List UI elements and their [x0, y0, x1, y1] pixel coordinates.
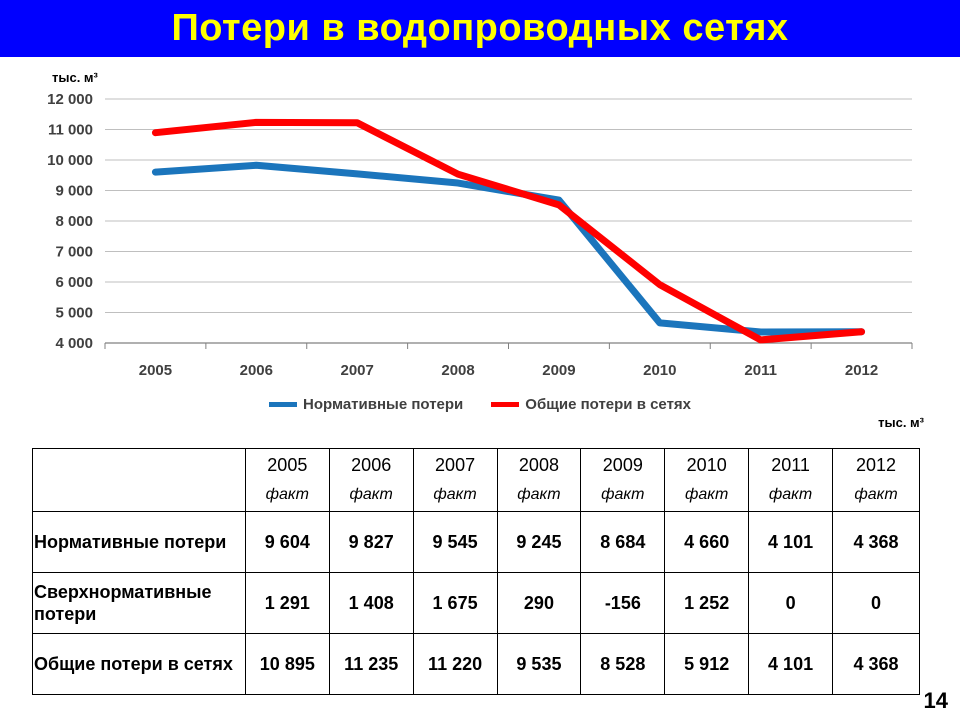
- data-point: [558, 204, 560, 206]
- y-tick-label: 10 000: [47, 152, 93, 169]
- data-point: [255, 121, 257, 123]
- legend-swatch-normative: [268, 402, 297, 407]
- data-point: [558, 199, 560, 201]
- table-cell: 11 235: [328, 633, 414, 695]
- data-point: [760, 339, 762, 341]
- table-cell: 290: [496, 572, 582, 634]
- row-label: Сверхнормативные потери: [32, 572, 246, 634]
- page-title: Потери в водопроводных сетях: [171, 7, 789, 49]
- x-tick-label: 2010: [643, 362, 676, 379]
- data-point: [457, 173, 459, 175]
- y-tick-label: 9 000: [55, 183, 93, 200]
- table-cell: 9 245: [496, 511, 582, 573]
- legend-label-total: Общие потери в сетях: [525, 396, 692, 413]
- legend-swatch-total: [491, 402, 520, 407]
- year-header-cell: 2012 факт: [832, 448, 920, 512]
- table-cell: 11 220: [412, 633, 498, 695]
- year-header-cell: 2008 факт: [496, 448, 582, 512]
- x-tick-label: 2011: [744, 362, 777, 379]
- data-point: [861, 331, 863, 333]
- y-tick-label: 7 000: [55, 244, 93, 261]
- data-point: [659, 284, 661, 286]
- year-header-cell: 2006 факт: [328, 448, 414, 512]
- legend-label-normative: Нормативные потери: [302, 396, 464, 413]
- year-header-cell: 2005 факт: [244, 448, 330, 512]
- table-cell: 1 408: [328, 572, 414, 634]
- chart-unit-label: тыс. м³: [52, 70, 98, 85]
- y-tick-label: 5 000: [55, 305, 93, 322]
- series-line-total: [151, 118, 866, 344]
- page-number: 14: [923, 688, 948, 713]
- table-row-excess: Сверхнормативные потери 1 291 1 408 1 67…: [32, 572, 920, 634]
- table-cell: 5 912: [664, 633, 750, 695]
- table-cell: 1 675: [412, 572, 498, 634]
- table-cell: 8 528: [580, 633, 666, 695]
- title-bar: Потери в водопроводных сетях: [0, 0, 960, 57]
- table-cell: 9 827: [328, 511, 414, 573]
- y-tick-label: 8 000: [55, 213, 93, 230]
- table-row-total: Общие потери в сетях 10 895 11 235 11 22…: [32, 633, 920, 695]
- year-header-cell: 2010 факт: [664, 448, 750, 512]
- table-cell: 8 684: [580, 511, 666, 573]
- y-tick-label: 6 000: [55, 274, 93, 291]
- table-cell: 4 660: [664, 511, 750, 573]
- row-label: Нормативные потери: [32, 511, 246, 573]
- table-cell: 0: [832, 572, 920, 634]
- year-header-cell: 2007 факт: [412, 448, 498, 512]
- row-label: Общие потери в сетях: [32, 633, 246, 695]
- data-point: [457, 182, 459, 184]
- legend-item-normative: Нормативные потери: [268, 396, 464, 413]
- table-cell: 9 604: [244, 511, 330, 573]
- data-point: [154, 171, 156, 173]
- table-cell: 1 252: [664, 572, 750, 634]
- x-tick-label: 2008: [441, 362, 474, 379]
- table-cell: 9 535: [496, 633, 582, 695]
- x-tick-label: 2006: [240, 362, 273, 379]
- data-point: [356, 173, 358, 175]
- data-table: 2005 факт 2006 факт 2007 факт 2008 факт 2009…: [32, 448, 920, 695]
- table-row-normative: Нормативные потери 9 604 9 827 9 545 9 2…: [32, 511, 920, 573]
- y-tick-label: 12 000: [47, 91, 93, 108]
- y-tick-label: 11 000: [48, 122, 93, 139]
- year-header-cell: 2011 факт: [748, 448, 834, 512]
- data-point: [659, 322, 661, 324]
- x-tick-label: 2009: [542, 362, 575, 379]
- table-cell: 9 545: [412, 511, 498, 573]
- table-cell: 4 101: [748, 511, 834, 573]
- table-cell: 10 895: [244, 633, 330, 695]
- table-corner-cell: [32, 448, 246, 512]
- x-tick-label: 2007: [341, 362, 374, 379]
- table-cell: 1 291: [244, 572, 330, 634]
- data-point: [255, 164, 257, 166]
- line-chart: 4 000 5 000 6 000 7 000 8 000 9 000 10 000 11 0…: [47, 91, 913, 379]
- table-header-row: 2005 факт 2006 факт 2007 факт 2008 факт 2009…: [32, 448, 920, 512]
- table-cell: 4 368: [832, 511, 920, 573]
- table-cell: 0: [748, 572, 834, 634]
- table-cell: 4 101: [748, 633, 834, 695]
- x-tick-label: 2005: [139, 362, 172, 379]
- data-point: [154, 132, 156, 134]
- table-cell: 4 368: [832, 633, 920, 695]
- data-point: [356, 122, 358, 124]
- chart-legend: Нормативные потери Общие потери в сетях: [0, 396, 960, 413]
- y-tick-label: 4 000: [55, 335, 93, 352]
- table-unit-label: тыс. м³: [878, 415, 924, 430]
- data-point: [760, 331, 762, 333]
- legend-item-total: Общие потери в сетях: [491, 396, 691, 413]
- x-tick-label: 2012: [845, 362, 878, 379]
- year-header-cell: 2009 факт: [580, 448, 666, 512]
- table-cell: -156: [580, 572, 666, 634]
